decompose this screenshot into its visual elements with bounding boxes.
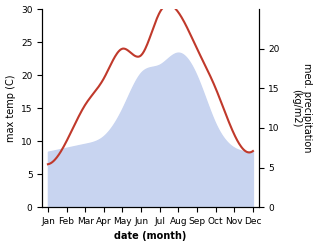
Y-axis label: max temp (C): max temp (C) xyxy=(5,74,16,142)
X-axis label: date (month): date (month) xyxy=(114,231,187,242)
Y-axis label: med. precipitation
(kg/m2): med. precipitation (kg/m2) xyxy=(291,63,313,153)
